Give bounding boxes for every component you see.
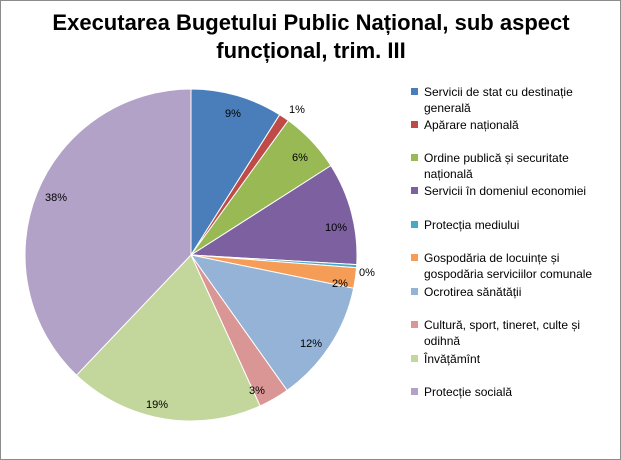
pie-data-label: 9% xyxy=(225,108,241,120)
pie-data-label: 2% xyxy=(332,278,348,290)
legend-label: Gospodăria de locuințe și gospodăria ser… xyxy=(424,251,593,281)
legend-label: Ocrotirea sănătății xyxy=(424,285,522,299)
legend-swatch xyxy=(411,221,418,228)
legend-swatch xyxy=(411,88,418,95)
legend-label: Protecția mediului xyxy=(424,218,520,232)
legend-label: Cultură, sport, tineret, culte și odihnă xyxy=(424,318,581,348)
pie-slice xyxy=(189,164,358,266)
legend-swatch xyxy=(411,321,418,328)
legend-swatch xyxy=(411,254,418,261)
pie-data-label: 10% xyxy=(325,222,347,234)
pie-slices xyxy=(24,88,358,422)
pie-data-labels: 9% 1% 6% 10% 0% 2% 12% 3% 19% 38% xyxy=(45,104,375,411)
legend-swatch xyxy=(411,355,418,362)
legend-label: Servicii în domeniul economiei xyxy=(424,184,587,198)
legend-swatch xyxy=(411,288,418,295)
legend-label: Ordine publică și securitate națională xyxy=(424,151,569,181)
legend-swatch xyxy=(411,187,418,194)
pie-slice xyxy=(24,88,192,376)
legend-swatch xyxy=(411,121,418,128)
legend-swatch xyxy=(411,388,418,395)
legend-label: Apărare națională xyxy=(424,118,519,132)
pie-slice xyxy=(190,88,281,257)
pie-slice xyxy=(189,254,355,392)
chart-title: Executarea Bugetului Public Național, su… xyxy=(52,10,570,63)
pie-data-label: 3% xyxy=(249,385,265,397)
pie-data-label: 12% xyxy=(300,338,322,350)
chart-legend: Servicii de stat cu destinație generală A… xyxy=(411,1,616,459)
legend-label: Protecție socială xyxy=(424,385,513,399)
pie-data-label: 1% xyxy=(289,104,305,116)
legend-swatch xyxy=(411,154,418,161)
pie-data-label: 0% xyxy=(359,267,375,279)
legend-label: Învățămînt xyxy=(424,352,481,366)
pie-data-label: 6% xyxy=(292,152,308,164)
pie-data-label: 19% xyxy=(146,399,168,411)
legend-label: Servicii de stat cu destinație generală xyxy=(424,85,573,115)
pie-data-label: 38% xyxy=(45,192,67,204)
pie-slice xyxy=(75,254,261,422)
